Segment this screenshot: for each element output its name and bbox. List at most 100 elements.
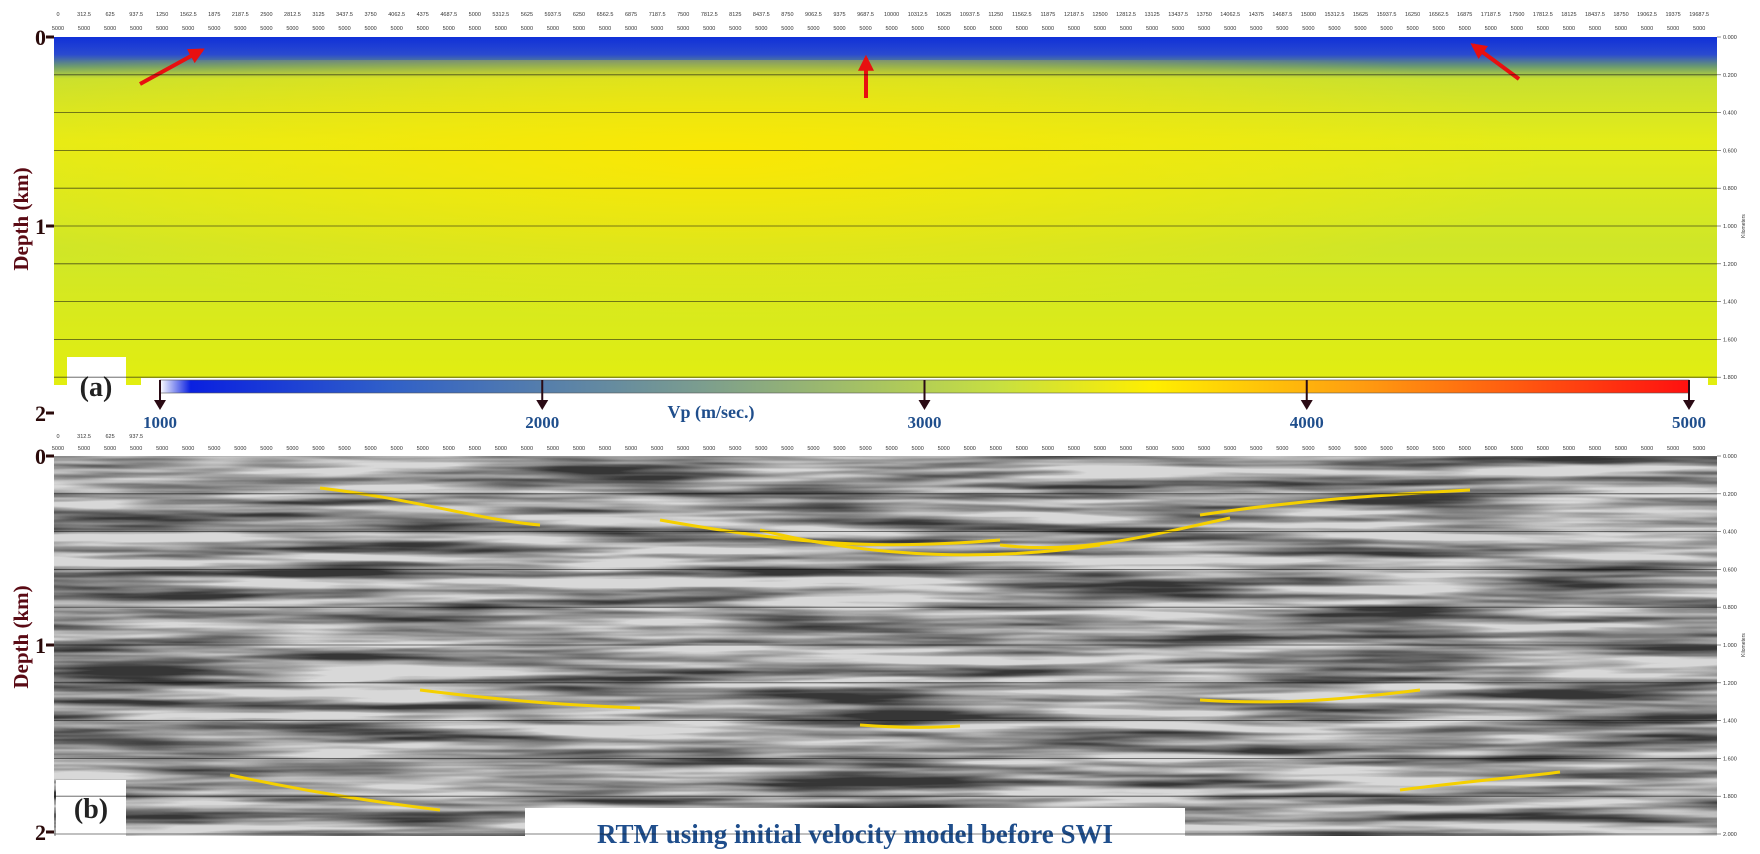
right-tick-label: 1.400 [1723,300,1737,306]
top-tick-label: 14375 [1249,12,1264,18]
top-value-label: 5000 [677,26,689,32]
top-value-label: 5000 [1693,446,1705,452]
top-value-label: 5000 [1537,26,1549,32]
top-tick-label: 17812.5 [1533,12,1553,18]
top-tick-label: 16250 [1405,12,1420,18]
top-value-label: 5000 [677,446,689,452]
top-value-label: 5000 [52,446,64,452]
panel-label-box [56,780,126,836]
right-tick-label: 0.800 [1723,605,1737,611]
right-tick-label: 0.400 [1723,111,1737,117]
top-value-label: 5000 [1172,26,1184,32]
top-value-label: 5000 [833,446,845,452]
top-tick-label: 8437.5 [753,12,770,18]
top-value-label: 5000 [990,26,1002,32]
top-tick-label: 2812.5 [284,12,301,18]
top-tick-label: 5000 [469,12,481,18]
top-value-label: 5000 [1589,446,1601,452]
top-value-label: 5000 [807,26,819,32]
top-tick-label: 3125 [312,12,324,18]
top-value-label: 5000 [338,26,350,32]
top-value-label: 5000 [312,26,324,32]
top-tick-label: 625 [106,434,115,440]
top-value-label: 5000 [1485,26,1497,32]
top-value-label: 5000 [1641,446,1653,452]
top-value-label: 5000 [391,446,403,452]
caption-box [525,808,1185,854]
top-tick-label: 14062.5 [1220,12,1240,18]
top-value-label: 5000 [1094,446,1106,452]
top-tick-label: 16562.5 [1429,12,1449,18]
right-tick-label: 1.800 [1723,794,1737,800]
top-value-label: 5000 [964,26,976,32]
right-tick-label: 1.000 [1723,224,1737,230]
top-value-label: 5000 [1120,446,1132,452]
top-value-label: 5000 [1042,446,1054,452]
right-tick-label: 1.400 [1723,719,1737,725]
top-value-label: 5000 [78,446,90,452]
top-value-label: 5000 [1276,26,1288,32]
top-tick-label: 18125 [1561,12,1576,18]
top-value-label: 5000 [130,446,142,452]
top-value-label: 5000 [1224,446,1236,452]
top-value-label: 5000 [781,26,793,32]
top-tick-label: 17500 [1509,12,1524,18]
right-tick-label: 0.200 [1723,492,1737,498]
right-tick-label: 1.200 [1723,262,1737,268]
reflectors [229,486,1561,812]
colorbar-tick-label: 5000 [1672,413,1706,432]
right-tick-label: 1.000 [1723,643,1737,649]
top-value-label: 5000 [156,446,168,452]
top-tick-label: 3750 [364,12,376,18]
top-value-label: 5000 [286,26,298,32]
top-tick-label: 4375 [417,12,429,18]
top-value-label: 5000 [78,26,90,32]
top-value-label: 5000 [1511,446,1523,452]
top-value-label: 5000 [1380,26,1392,32]
top-value-label: 5000 [1094,26,1106,32]
y-tick-label: 2 [35,820,46,845]
top-tick-label: 12187.5 [1064,12,1084,18]
top-value-label: 5000 [1276,446,1288,452]
y-tick-label: 0 [35,25,46,50]
top-tick-label: 15937.5 [1377,12,1397,18]
top-value-label: 5000 [1537,446,1549,452]
colorbar-tick-label: 3000 [908,413,942,432]
top-value-label: 5000 [1459,26,1471,32]
top-value-label: 5000 [1406,26,1418,32]
top-value-label: 5000 [703,26,715,32]
top-value-label: 5000 [573,446,585,452]
y-axis-title: Depth (km) [9,585,33,688]
top-value-label: 5000 [1146,446,1158,452]
top-value-label: 5000 [469,446,481,452]
top-value-label: 5000 [1016,26,1028,32]
top-value-label: 5000 [1693,26,1705,32]
top-value-label: 5000 [1250,446,1262,452]
top-value-label: 5000 [364,446,376,452]
top-tick-label: 8750 [781,12,793,18]
panel-label: (a) [80,372,113,403]
top-tick-label: 15312.5 [1325,12,1345,18]
top-value-label: 5000 [469,26,481,32]
right-tick-label: 0.200 [1723,73,1737,79]
top-tick-label: 1875 [208,12,220,18]
colorbar-tick-label: 4000 [1290,413,1324,432]
top-value-label: 5000 [364,26,376,32]
top-tick-label: 6875 [625,12,637,18]
right-tick-label: 0.600 [1723,567,1737,573]
right-tick-label: 1.600 [1723,337,1737,343]
top-tick-label: 12812.5 [1116,12,1136,18]
top-tick-label: 12500 [1092,12,1107,18]
top-value-label: 5000 [885,446,897,452]
right-axis-title: Kilometers [1741,214,1747,238]
top-value-label: 5000 [781,446,793,452]
top-tick-label: 7500 [677,12,689,18]
top-tick-label: 6250 [573,12,585,18]
top-tick-label: 15000 [1301,12,1316,18]
top-value-label: 5000 [1224,26,1236,32]
top-value-label: 5000 [1406,446,1418,452]
y-axis-title: Depth (km) [9,167,33,270]
top-value-label: 5000 [990,446,1002,452]
colorbar-tick-arrow [918,400,931,410]
top-tick-label: 10000 [884,12,899,18]
